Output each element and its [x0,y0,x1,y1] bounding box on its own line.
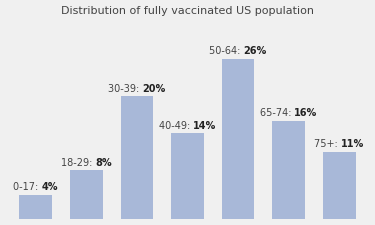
Text: 4%: 4% [42,182,58,192]
Text: 11%: 11% [341,139,364,149]
Text: 26%: 26% [244,46,267,56]
Text: 14%: 14% [193,121,216,130]
Bar [222,59,255,219]
Text: 40-49:: 40-49: [159,121,193,130]
Text: 0-17:: 0-17: [13,182,42,192]
Bar [272,121,305,219]
Bar [70,170,103,219]
Text: 65-74:: 65-74: [260,108,294,118]
Title: Distribution of fully vaccinated US population: Distribution of fully vaccinated US popu… [61,6,314,16]
Text: 75+:: 75+: [314,139,341,149]
Text: 20%: 20% [142,83,166,94]
Text: 16%: 16% [294,108,318,118]
Bar [171,133,204,219]
Text: 50-64:: 50-64: [209,46,244,56]
Text: 8%: 8% [95,158,112,168]
Bar [120,96,153,219]
Text: 18-29:: 18-29: [61,158,95,168]
Bar [323,151,356,219]
Text: 30-39:: 30-39: [108,83,142,94]
Bar [20,195,52,219]
